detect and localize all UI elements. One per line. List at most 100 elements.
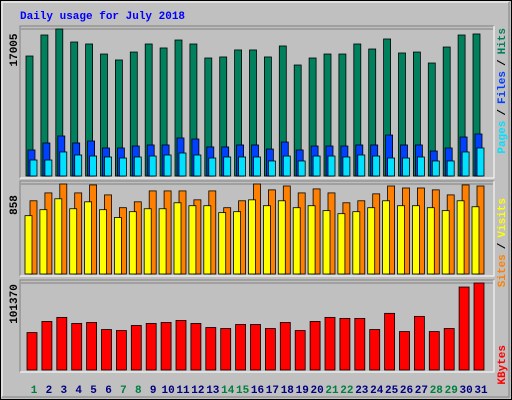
bar: [431, 160, 440, 177]
bar: [277, 200, 286, 275]
x-tick-label: 6: [105, 385, 112, 397]
bar: [354, 317, 366, 371]
bar: [148, 155, 157, 177]
bar: [44, 159, 53, 177]
x-tick-label: 1: [31, 385, 38, 397]
bar: [193, 154, 202, 177]
bar: [441, 210, 450, 275]
bar: [173, 202, 182, 275]
bar: [223, 156, 232, 177]
legend-entry: Sites: [497, 254, 509, 287]
bar: [59, 151, 68, 177]
legend-separator: /: [497, 242, 509, 249]
bar: [322, 210, 331, 275]
x-tick-label: 21: [325, 385, 339, 397]
bar: [372, 155, 381, 177]
bar: [339, 317, 351, 371]
bar: [307, 205, 316, 275]
x-tick-label: 18: [281, 385, 295, 397]
y-tick-label: 858: [9, 195, 21, 215]
bar: [29, 159, 38, 177]
legend-entry: Visits: [497, 198, 509, 238]
x-tick-label: 19: [296, 385, 309, 397]
bar: [428, 331, 440, 371]
bar: [74, 154, 83, 177]
bar: [369, 329, 381, 371]
bar: [208, 157, 217, 177]
x-tick-label: 9: [150, 385, 157, 397]
panel-bevel: [19, 25, 494, 178]
bar: [248, 199, 256, 275]
bar: [443, 328, 455, 371]
bar: [416, 156, 425, 177]
bar: [24, 215, 33, 275]
bar: [461, 151, 470, 177]
x-tick-label: 28: [430, 385, 444, 397]
bar: [476, 147, 485, 177]
bar: [56, 316, 68, 371]
bar: [69, 208, 78, 275]
bar: [264, 328, 276, 371]
bar: [178, 152, 187, 177]
x-tick-label: 13: [206, 385, 220, 397]
legend-entry: Pages: [497, 121, 509, 154]
bar: [446, 160, 455, 177]
bar: [89, 155, 97, 177]
bar: [175, 320, 187, 371]
bar: [238, 156, 247, 177]
x-tick-label: 30: [459, 385, 472, 397]
bar: [86, 322, 97, 371]
bar: [101, 329, 112, 371]
bar: [471, 206, 480, 275]
x-tick-label: 11: [176, 385, 190, 397]
bar: [382, 200, 391, 275]
bar: [456, 200, 465, 275]
bar: [402, 157, 410, 177]
bar: [143, 208, 152, 275]
bar: [145, 323, 157, 371]
bar: [262, 205, 271, 275]
panel-bevel: [20, 26, 495, 179]
bar: [218, 212, 227, 275]
bar: [352, 211, 361, 275]
bar: [233, 211, 242, 275]
chart-title: Daily usage for July 2018: [20, 11, 185, 23]
x-tick-label: 8: [135, 385, 142, 397]
bar: [282, 155, 291, 177]
x-tick-label: 27: [415, 385, 428, 397]
bar: [114, 217, 122, 275]
bar: [384, 312, 396, 371]
bar: [71, 323, 83, 371]
bar: [160, 322, 172, 371]
bar: [294, 330, 306, 371]
bar: [473, 282, 485, 371]
bar: [116, 330, 127, 371]
x-tick-label: 25: [385, 385, 399, 397]
x-tick-label: 17: [266, 385, 279, 397]
bar: [267, 160, 276, 177]
legend-separator: /: [497, 109, 509, 116]
x-tick-label: 26: [400, 385, 413, 397]
bar: [158, 208, 167, 275]
bar: [250, 324, 261, 371]
bar: [337, 213, 346, 275]
bar: [133, 156, 142, 177]
x-tick-label: 24: [370, 385, 384, 397]
bar: [397, 205, 405, 275]
legend: KBytes: [497, 345, 509, 385]
x-tick-label: 20: [310, 385, 323, 397]
bar: [220, 328, 232, 371]
y-tick-label: 101370: [9, 284, 21, 324]
bar: [279, 322, 291, 371]
x-tick-label: 15: [236, 385, 250, 397]
bar: [205, 327, 217, 371]
bar: [312, 155, 321, 177]
x-tick-label: 3: [60, 385, 67, 397]
bar: [342, 156, 351, 177]
bar: [119, 157, 127, 177]
bar: [84, 201, 92, 275]
panel-bevel: [19, 279, 494, 372]
